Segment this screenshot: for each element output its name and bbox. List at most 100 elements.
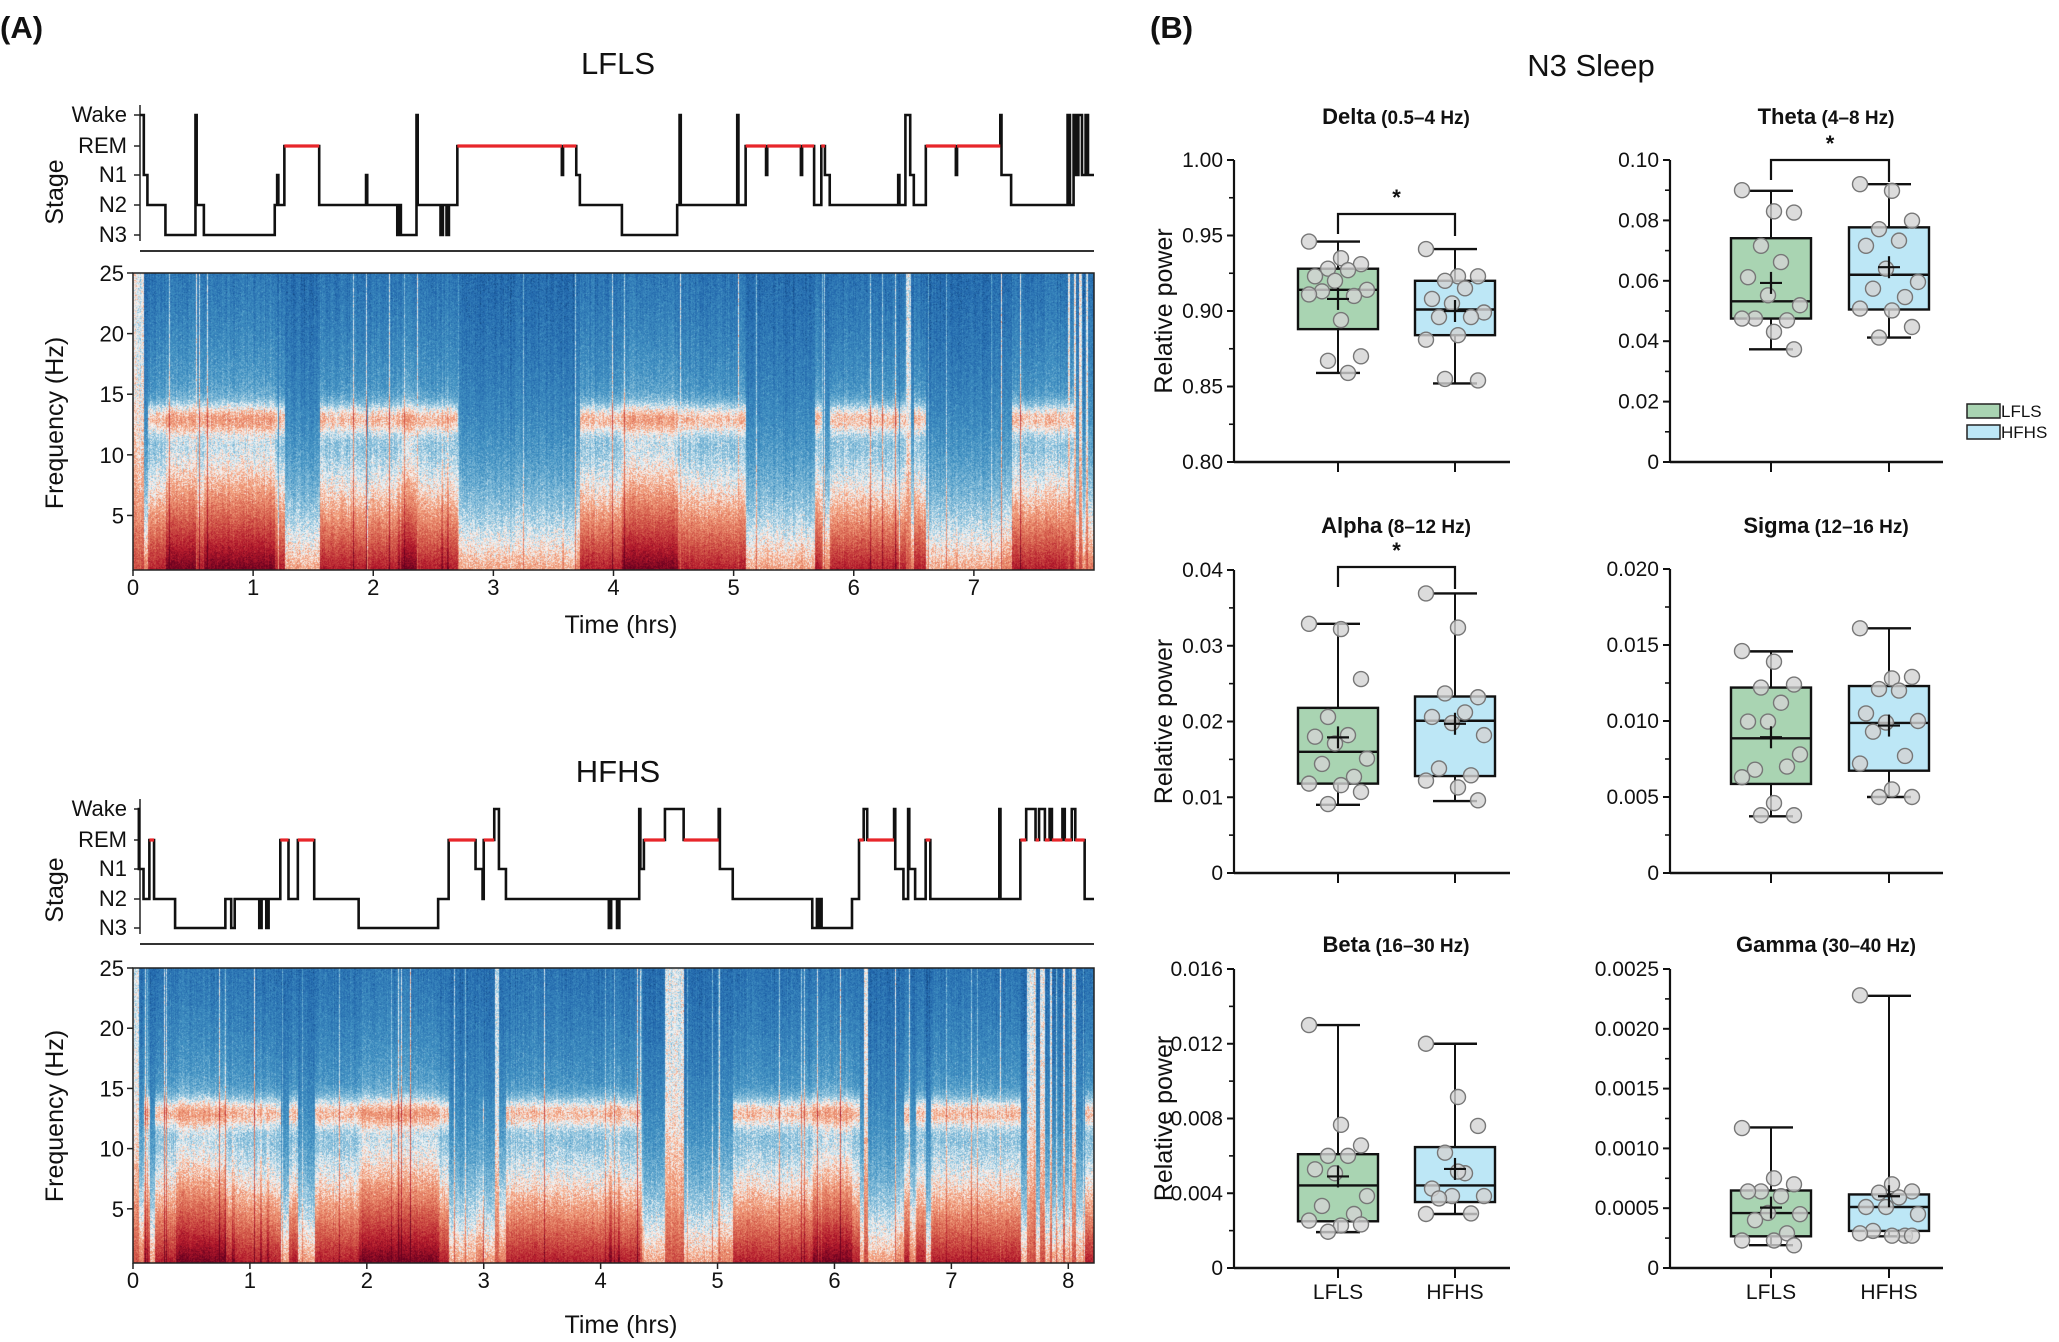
data-point [1903,668,1921,686]
data-point [1890,682,1908,699]
box-lfls [1296,615,1380,813]
recording-title: HFHS [576,754,660,789]
data-point [1785,204,1803,221]
data-point [1765,1232,1783,1249]
time-tick-label: 4 [607,575,619,600]
time-tick-label: 0 [127,1268,139,1293]
boxplot-theta: Theta (4–8 Hz) 0 0.02 0.04 0.06 0.08 0.10 * [1618,104,1943,474]
boxplot-title-band: Gamma [1736,932,1817,957]
y-axis-label: Relative power [1150,639,1178,804]
data-point [1883,182,1901,200]
legend-label-hfhs: HFHS [2001,423,2047,442]
boxplot-title-range: (12–16 Hz) [1809,517,1908,538]
freq-tick-label: 15 [100,382,124,407]
y-tick-label: 0.015 [1606,634,1659,657]
data-point [1733,642,1751,660]
data-point [1352,670,1370,688]
data-point [1864,723,1882,740]
data-point [1903,212,1921,229]
freq-tick-label: 10 [100,1137,124,1162]
box-hfhs [1847,987,1931,1244]
data-point [1300,615,1318,632]
recording-title: LFLS [581,46,655,81]
data-point [1326,1165,1344,1182]
time-axis-label: Time (hrs) [565,1311,678,1339]
data-point [1752,807,1770,824]
data-point [1851,987,1869,1004]
y-tick-label: 0.04 [1618,330,1659,353]
data-point [1345,768,1363,785]
time-tick-label: 0 [127,575,139,600]
data-point [1739,268,1757,286]
hypnogram: Wake REM N1 N2 N3 Stage [41,796,1094,945]
stage-label: REM [78,133,127,158]
stage-label: Wake [72,796,127,821]
y-tick-label: 0.020 [1606,558,1659,581]
data-point [1332,620,1350,638]
boxplot-title: Theta (4–8 Hz) [1758,104,1895,129]
data-point [1456,280,1474,297]
data-point [1313,755,1331,773]
y-tick-label: 0.08 [1618,209,1659,232]
data-point [1332,249,1350,267]
freq-tick-label: 20 [100,1016,124,1041]
data-point [1870,329,1888,346]
data-point [1870,788,1888,806]
freq-tick-label: 5 [112,503,124,528]
freq-tick-label: 10 [100,443,124,468]
data-point [1785,341,1803,358]
hypnogram-trace [137,807,1094,930]
data-point [1883,1227,1901,1244]
time-tick-label: 4 [595,1268,607,1293]
data-point [1778,758,1796,775]
data-point [1430,1190,1448,1207]
stage-label: Wake [72,102,127,127]
data-point [1739,1183,1757,1200]
group-label: LFLS [1313,1281,1363,1304]
data-point [1857,1198,1875,1216]
data-point [1759,287,1777,304]
data-point [1746,1211,1764,1229]
data-point [1300,1212,1318,1229]
y-tick-label: 0.06 [1618,270,1659,293]
time-tick-label: 3 [478,1268,490,1293]
data-point [1339,262,1357,279]
data-point [1785,676,1803,693]
boxplot-title-range: (0.5–4 Hz) [1376,108,1470,129]
data-point [1313,1197,1331,1215]
y-tick-label: 0.03 [1182,635,1223,658]
boxplot-title-range: (30–40 Hz) [1817,936,1916,957]
y-tick-label: 0 [1211,1257,1223,1280]
data-point [1903,1227,1921,1244]
data-point [1475,726,1493,744]
legend-swatch-hfhs [1966,424,2001,440]
box-hfhs [1413,585,1497,809]
data-point [1851,755,1869,772]
data-point [1436,272,1454,289]
time-axis-label: Time (hrs) [565,611,678,639]
data-point [1352,348,1370,365]
y-tick-label: 0.90 [1182,300,1223,323]
y-tick-label: 0.85 [1182,376,1223,399]
data-point [1358,750,1376,767]
freq-tick-label: 5 [112,1197,124,1222]
time-tick-label: 5 [728,575,740,600]
y-axis-label: Relative power [1150,1036,1178,1201]
data-point [1436,370,1454,388]
data-point [1733,1119,1751,1137]
box-hfhs [1847,620,1931,806]
y-tick-label: 0.0025 [1595,958,1659,981]
time-tick-label: 2 [367,575,379,600]
time-tick-label: 2 [361,1268,373,1293]
data-point [1903,318,1921,336]
y-tick-label: 0.004 [1170,1182,1223,1205]
data-point [1449,326,1467,344]
group-label: LFLS [1746,1281,1796,1304]
data-point [1883,302,1901,319]
time-tick-label: 8 [1062,1268,1074,1293]
time-tick-label: 6 [848,575,860,600]
y-tick-label: 0.01 [1182,786,1223,809]
data-point [1430,760,1448,777]
data-point [1462,308,1480,326]
